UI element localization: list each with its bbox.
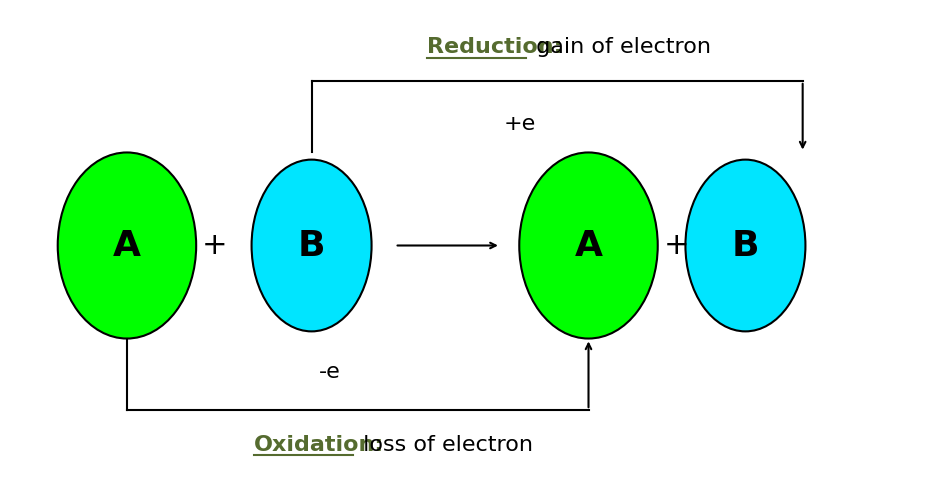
Text: Reduction:: Reduction: bbox=[427, 37, 562, 57]
Text: B: B bbox=[731, 228, 758, 263]
Text: +: + bbox=[201, 231, 227, 260]
Ellipse shape bbox=[58, 153, 196, 338]
Text: gain of electron: gain of electron bbox=[528, 37, 709, 57]
Text: A: A bbox=[113, 228, 140, 263]
Text: +e: +e bbox=[503, 114, 534, 134]
Text: B: B bbox=[298, 228, 325, 263]
Text: A: A bbox=[574, 228, 602, 263]
Ellipse shape bbox=[251, 160, 372, 331]
Text: loss of electron: loss of electron bbox=[356, 435, 533, 455]
Text: Oxidation:: Oxidation: bbox=[254, 435, 384, 455]
Ellipse shape bbox=[519, 153, 657, 338]
Ellipse shape bbox=[685, 160, 805, 331]
Text: +: + bbox=[663, 231, 688, 260]
Text: -e: -e bbox=[319, 362, 341, 382]
